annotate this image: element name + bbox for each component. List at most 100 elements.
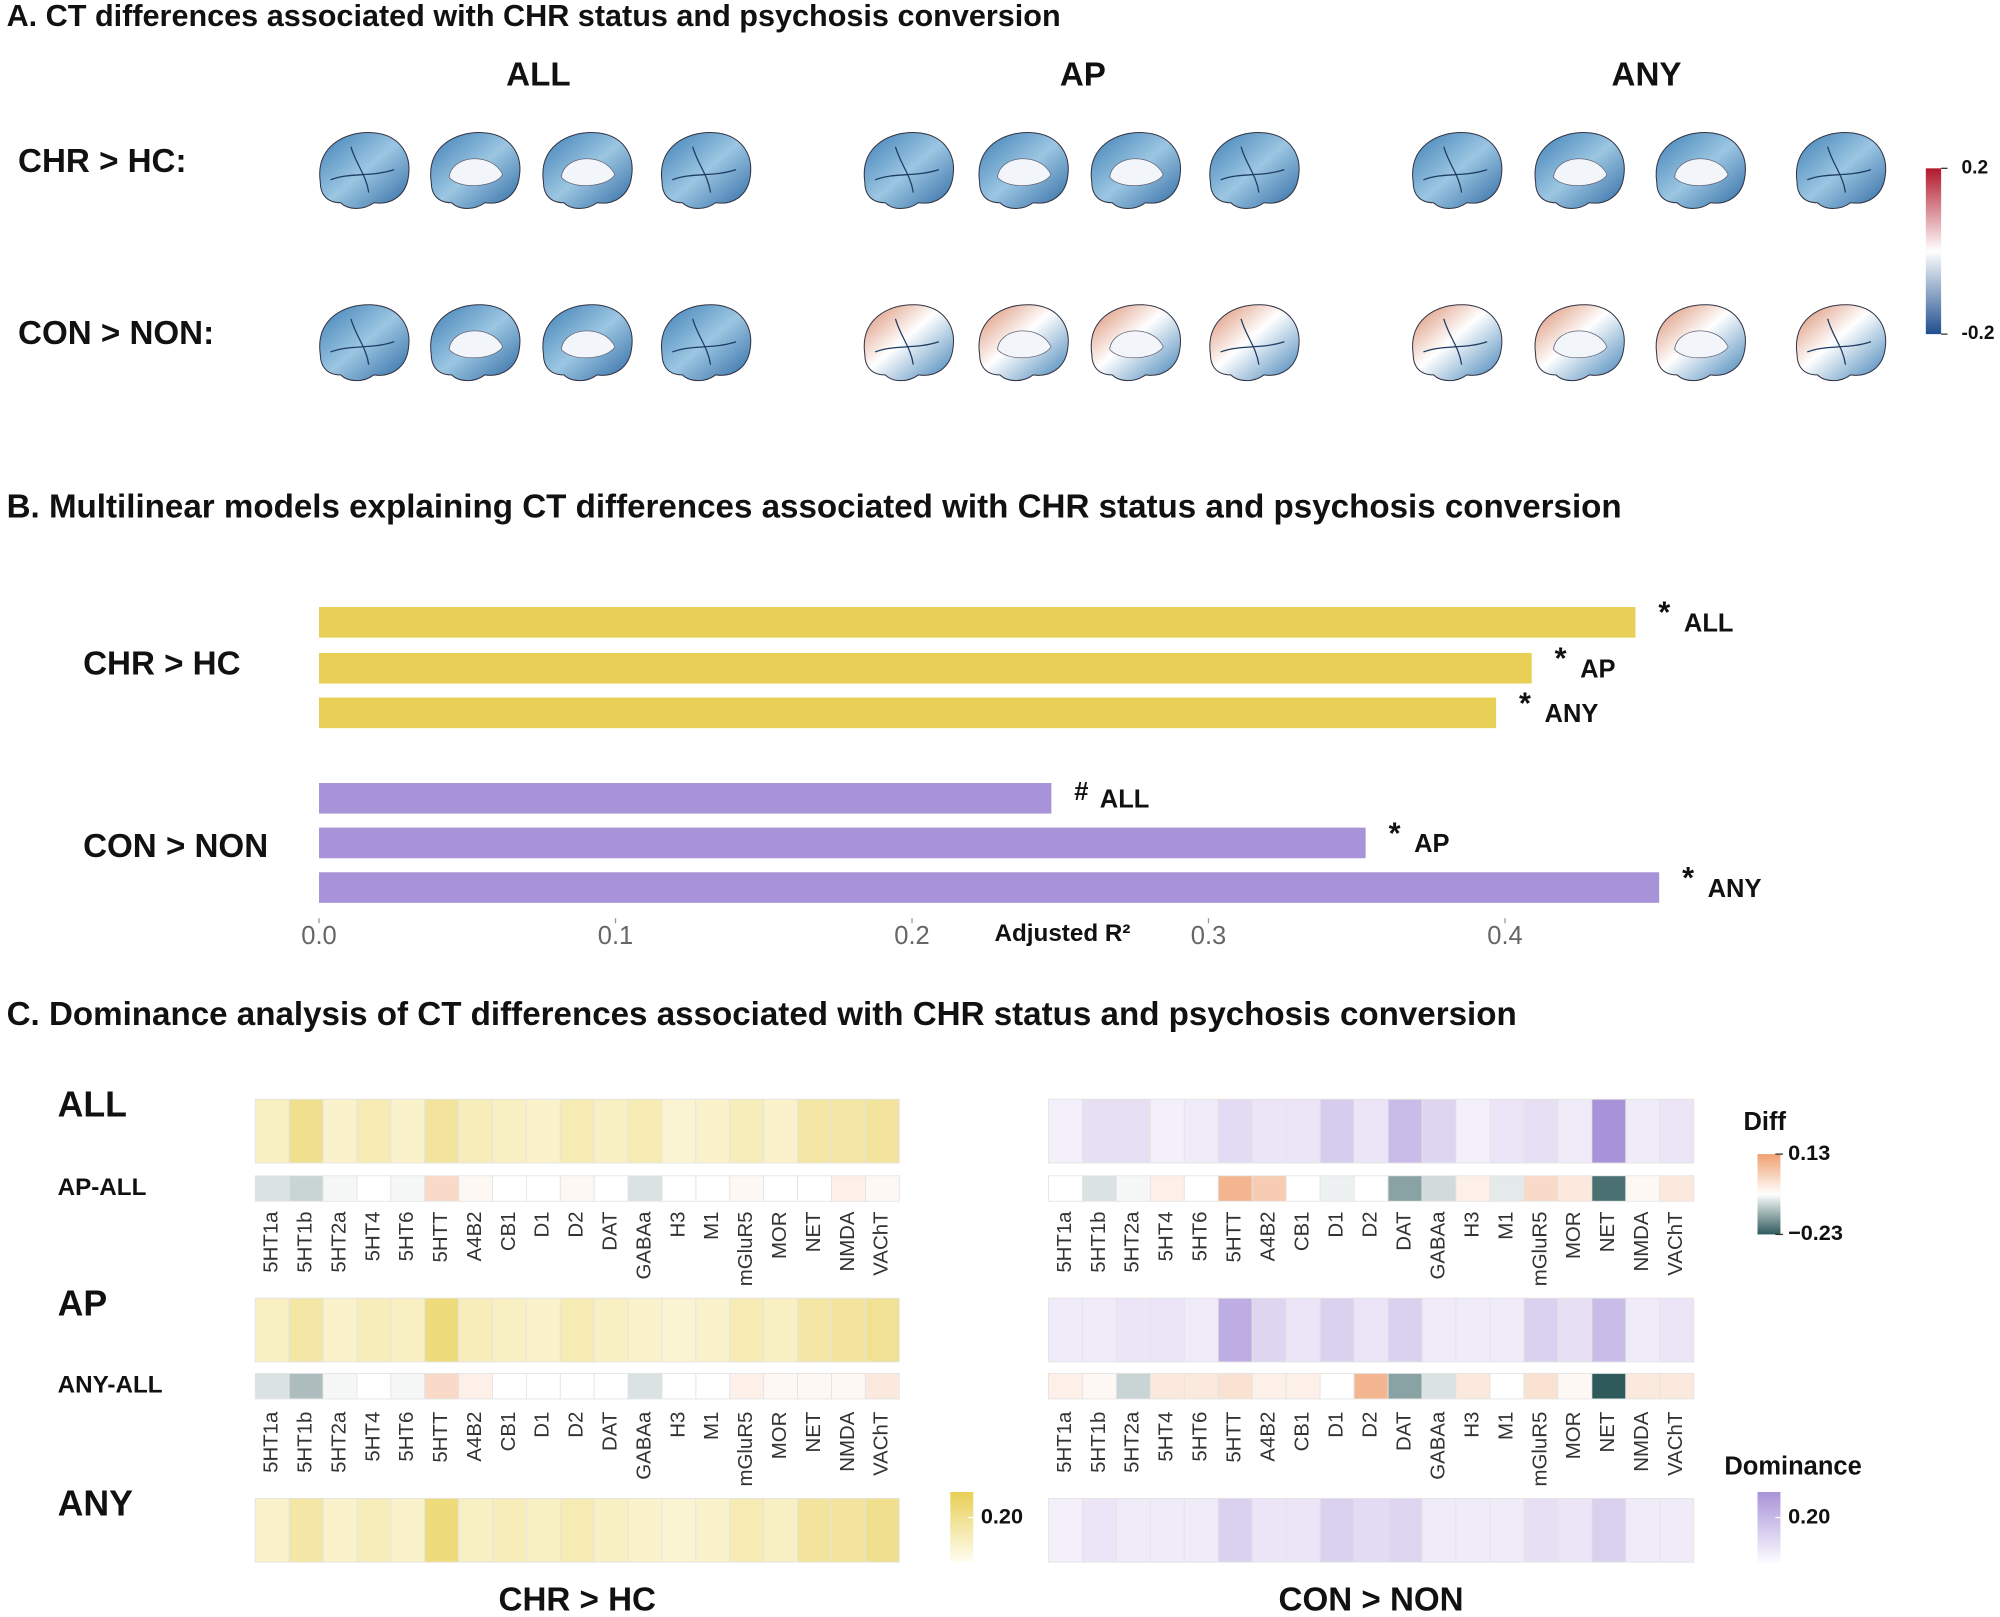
- heatmap-cell: [593, 1297, 629, 1363]
- brain: [661, 304, 752, 382]
- brain: [542, 132, 633, 210]
- heatmap-cell: [424, 1497, 460, 1563]
- heatmap-cell: [1523, 1098, 1559, 1164]
- brain: [1795, 132, 1887, 210]
- heatmap-cell: [1421, 1175, 1457, 1202]
- colorbar-title: Diff: [1743, 1108, 1786, 1136]
- heatmap-cell: [356, 1098, 392, 1164]
- bar-marker: #: [1074, 778, 1088, 806]
- column-label: GABAa: [633, 1211, 655, 1280]
- heatmap-cell: [1217, 1297, 1253, 1363]
- heatmap-cell: [356, 1297, 392, 1363]
- column-label: 5HT4: [1156, 1211, 1178, 1261]
- heatmap-cell: [390, 1098, 426, 1164]
- column-label: 5HT4: [362, 1211, 384, 1261]
- heatmap-cell: [356, 1497, 392, 1563]
- bar-label: ALL: [1100, 786, 1150, 814]
- colorbar-tick-label: 0.20: [981, 1503, 1023, 1528]
- brain-sulcus: [1423, 146, 1488, 193]
- heatmap-cell: [1319, 1372, 1355, 1400]
- heatmap-cell: [1048, 1098, 1083, 1164]
- heatmap-cell: [492, 1098, 527, 1164]
- column-label: NET: [803, 1412, 825, 1453]
- column-label: VAChT: [871, 1412, 893, 1476]
- column-label: DAT: [1393, 1211, 1415, 1250]
- x-tick-label: 0.3: [1191, 922, 1226, 950]
- column-label: VAChT: [871, 1211, 893, 1275]
- heatmap-cell: [525, 1175, 561, 1202]
- brain-medial: [1674, 330, 1729, 359]
- column-label: DAT: [1393, 1412, 1415, 1451]
- brain: [542, 304, 633, 382]
- heatmap-cell: [1115, 1175, 1151, 1202]
- bar-marker: *: [1682, 861, 1694, 895]
- heatmap-cell: [390, 1297, 426, 1363]
- heatmap-cell: [1591, 1372, 1627, 1400]
- heatmap-cell: [492, 1297, 527, 1363]
- brain-sulcus: [1220, 146, 1285, 193]
- brain-medial: [1109, 158, 1164, 187]
- column-label: 5HT6: [1190, 1211, 1212, 1261]
- colorbar-tick-label: −0.23: [1788, 1220, 1843, 1245]
- brain-medial: [997, 158, 1052, 187]
- column-label: A4B2: [1258, 1211, 1280, 1261]
- bar-marker: *: [1519, 686, 1531, 720]
- bar-label: AP: [1580, 656, 1615, 684]
- brain-sulcus: [672, 146, 737, 193]
- heatmap-cell: [288, 1175, 324, 1202]
- brain-medial: [1553, 158, 1608, 187]
- heatmap-cell: [424, 1175, 460, 1202]
- brain: [430, 132, 521, 210]
- heatmap-cell: [1183, 1098, 1219, 1164]
- column-label: 5HTT: [430, 1211, 452, 1262]
- column-label: MOR: [1563, 1211, 1585, 1259]
- heatmap-cell: [1115, 1098, 1151, 1164]
- heatmap-cell: [288, 1098, 324, 1164]
- heatmap-cell: [1421, 1497, 1457, 1563]
- heatmap-cell: [254, 1175, 290, 1202]
- heatmap-cell: [458, 1297, 493, 1363]
- heatmap-cell: [390, 1372, 426, 1400]
- brain: [863, 304, 954, 382]
- heatmap-cell: [1149, 1372, 1185, 1400]
- heatmap-cell: [1523, 1497, 1559, 1563]
- heatmap-cell: [1659, 1497, 1695, 1563]
- brain: [1209, 304, 1300, 382]
- heatmap-cell: [424, 1297, 460, 1363]
- heatmap-cell: [1048, 1372, 1083, 1400]
- column-label: M1: [1495, 1412, 1517, 1440]
- column-header: AP: [1060, 56, 1106, 93]
- brain-outline: [319, 304, 410, 382]
- heatmap-cell: [1523, 1175, 1559, 1202]
- heatmap-cell: [288, 1372, 324, 1400]
- bar-label: ANY: [1708, 875, 1762, 903]
- heatmap-cell: [1149, 1098, 1185, 1164]
- heatmap-cell: [322, 1497, 358, 1563]
- colorbar: [1757, 1154, 1781, 1235]
- heatmap-cell: [1659, 1098, 1695, 1164]
- column-label: D2: [1359, 1211, 1381, 1237]
- column-label: H3: [667, 1211, 689, 1237]
- heatmap-cell: [254, 1297, 290, 1363]
- column-label: NMDA: [1631, 1411, 1653, 1471]
- heatmap-cell: [1149, 1497, 1185, 1563]
- heatmap-cell: [1387, 1497, 1423, 1563]
- brain-sulcus: [672, 318, 737, 365]
- heatmap-cell: [831, 1372, 866, 1400]
- column-label: NET: [1597, 1211, 1619, 1252]
- brain-sulcus: [1220, 318, 1285, 365]
- heatmap-cell: [1591, 1297, 1627, 1363]
- heatmap-cell: [1489, 1175, 1525, 1202]
- column-label: 5HT1b: [1088, 1211, 1110, 1272]
- heatmap-cell: [1387, 1297, 1423, 1363]
- column-label: MOR: [1563, 1412, 1585, 1460]
- heatmap-cell: [322, 1098, 358, 1164]
- brain-medial: [1109, 330, 1164, 359]
- heatmap-cell: [1081, 1297, 1117, 1363]
- brain-medial: [448, 158, 504, 187]
- column-label: NMDA: [1631, 1211, 1653, 1271]
- column-label: M1: [1495, 1211, 1517, 1239]
- heatmap-cell: [1048, 1497, 1083, 1563]
- heatmap-cell: [797, 1497, 832, 1563]
- row-label: AP: [58, 1283, 108, 1323]
